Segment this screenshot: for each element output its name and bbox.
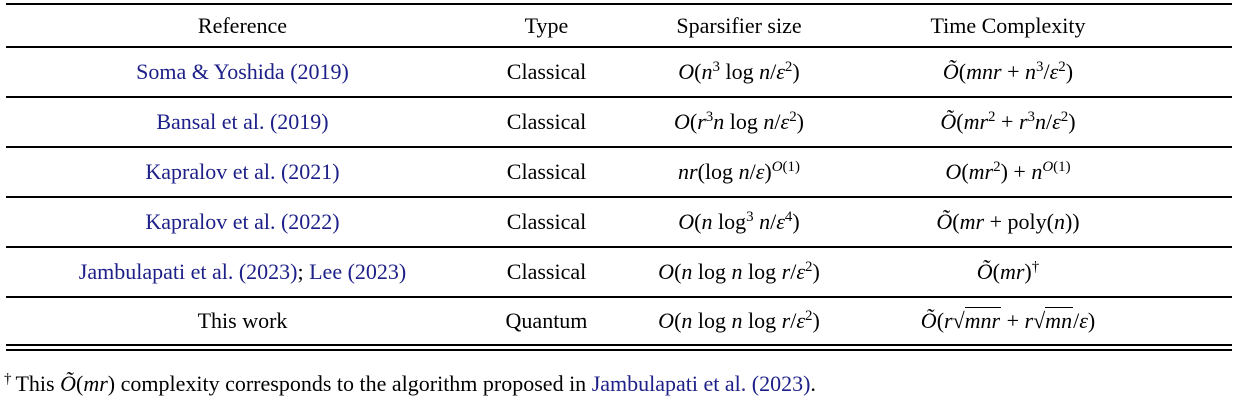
footnote-marker: † xyxy=(4,370,12,387)
table-row: This work Quantum O(n log n log r/ε2) Õ(… xyxy=(6,297,1232,347)
time-complexity-cell: Õ(mr + poly(n)) xyxy=(936,209,1080,234)
footnote-text-segment: This xyxy=(15,371,61,396)
reference-text: ; xyxy=(297,259,310,284)
sparsifier-size-cell: O(n log n log r/ε2) xyxy=(658,307,820,333)
sparsifier-size-cell: O(n log3 n/ε4) xyxy=(678,208,800,234)
footnote-text-segment: complexity corresponds to the algorithm … xyxy=(115,371,592,396)
reference-cell: Kapralov et al. (2022) xyxy=(6,197,479,247)
sparsifier-size-cell: O(n3 log n/ε2) xyxy=(678,58,800,84)
sparsifier-size-cell: O(n log n log r/ε2) xyxy=(658,258,820,284)
table-row: Kapralov et al. (2021) Classical nr(log … xyxy=(6,147,1232,197)
column-header-type: Type xyxy=(524,12,569,38)
reference-cell: Kapralov et al. (2021) xyxy=(6,147,479,197)
type-cell: Quantum xyxy=(505,307,588,333)
citation-link[interactable]: Jambulapati et al. (2023) xyxy=(78,259,298,284)
citation-link[interactable]: Jambulapati et al. (2023) xyxy=(591,371,811,396)
citation-link[interactable]: Bansal et al. (2019) xyxy=(156,109,329,134)
column-header-reference: Reference xyxy=(197,12,288,38)
type-cell: Classical xyxy=(506,209,587,234)
sparsifier-size-cell: O(r3n log n/ε2) xyxy=(674,108,804,134)
reference-cell: Soma & Yoshida (2019) xyxy=(6,47,479,97)
time-complexity-cell: Õ(r√mnr + r√mn/ε) xyxy=(920,306,1096,333)
table-row: Soma & Yoshida (2019) Classical O(n3 log… xyxy=(6,47,1232,97)
reference-cell: This work xyxy=(6,297,479,347)
citation-link[interactable]: Soma & Yoshida (2019) xyxy=(136,59,349,84)
type-cell: Classical xyxy=(506,109,587,134)
time-complexity-cell: O(mr2) + nO(1) xyxy=(945,158,1071,184)
citation-link[interactable]: Kapralov et al. (2022) xyxy=(145,209,340,234)
reference-cell: Jambulapati et al. (2023); Lee (2023) xyxy=(6,247,479,297)
time-complexity-cell: Õ(mr)† xyxy=(976,258,1040,284)
time-complexity-cell: Õ(mr2 + r3n/ε2) xyxy=(940,108,1076,134)
citation-link[interactable]: Kapralov et al. (2021) xyxy=(145,159,340,184)
table-row: Kapralov et al. (2022) Classical O(n log… xyxy=(6,197,1232,247)
comparison-table: Reference Type Sparsifier size Time Comp… xyxy=(6,3,1232,351)
sparsifier-size-cell: nr(log n/ε)O(1) xyxy=(678,158,800,184)
footnote-text-segment: . xyxy=(810,371,816,396)
table-row: Bansal et al. (2019) Classical O(r3n log… xyxy=(6,97,1232,147)
column-header-sparsifier-size: Sparsifier size xyxy=(676,12,802,38)
reference-text: This work xyxy=(197,307,288,333)
time-complexity-cell: Õ(mnr + n3/ε2) xyxy=(942,58,1074,84)
citation-link[interactable]: Lee (2023) xyxy=(309,259,407,284)
type-cell: Classical xyxy=(506,159,587,184)
footnote-text: This Õ(mr) complexity corresponds to the… xyxy=(15,371,815,396)
type-cell: Classical xyxy=(506,259,587,284)
footnote: † This Õ(mr) complexity corresponds to th… xyxy=(4,371,816,397)
reference-cell: Bansal et al. (2019) xyxy=(6,97,479,147)
type-cell: Classical xyxy=(506,59,587,84)
table-row: Jambulapati et al. (2023); Lee (2023) Cl… xyxy=(6,247,1232,297)
table-header-row: Reference Type Sparsifier size Time Comp… xyxy=(6,4,1232,47)
math-formula: Õ(mr) xyxy=(60,371,116,396)
column-header-time-complexity: Time Complexity xyxy=(930,12,1086,38)
